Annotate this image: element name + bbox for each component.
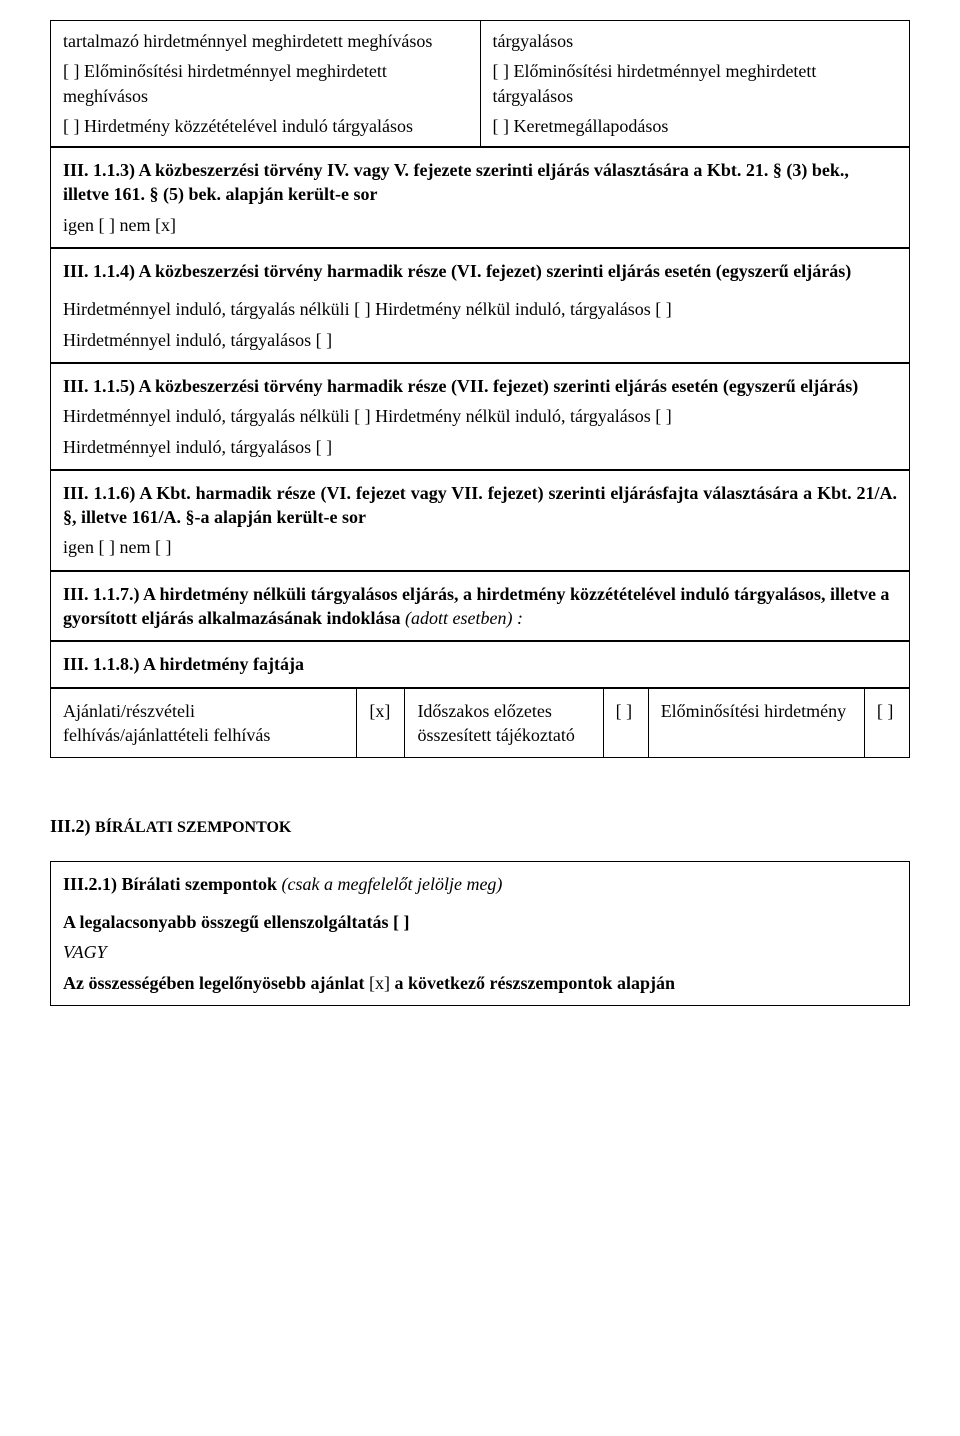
s114-line2: Hirdetménnyel induló, tárgyalásos [ ]: [63, 328, 897, 352]
top-two-col-table: tartalmazó hirdetménnyel meghirdetett me…: [50, 20, 910, 147]
s21-title-bold: III.2.1) Bírálati szempontok: [63, 874, 282, 894]
top-left-cell: tartalmazó hirdetménnyel meghirdetett me…: [51, 21, 481, 147]
s21-line2-mark: [x]: [369, 973, 390, 993]
s118-col2: Időszakos előzetes összesített tájékozta…: [405, 688, 603, 758]
s118-mark2: [ ]: [603, 688, 648, 758]
top-right-line2: [ ] Előminősítési hirdetménnyel meghirde…: [493, 59, 898, 108]
s21-title-italic: (csak a megfelelőt jelölje meg): [282, 874, 503, 894]
s21-line2-post: a következő részszempontok alapján: [390, 973, 675, 993]
section-113: III. 1.1.3) A közbeszerzési törvény IV. …: [50, 147, 910, 248]
s115-line1: Hirdetménnyel induló, tárgyalás nélküli …: [63, 404, 897, 428]
s116-answer: igen [ ] nem [ ]: [63, 535, 897, 559]
s118-title: III. 1.1.8.) A hirdetmény fajtája: [63, 654, 304, 674]
section-117: III. 1.1.7.) A hirdetmény nélküli tárgya…: [50, 571, 910, 642]
s118-mark3: [ ]: [864, 688, 909, 758]
top-left-line3: [ ] Hirdetmény közzétételével induló tár…: [63, 114, 468, 138]
s118-col3: Előminősítési hirdetmény: [648, 688, 864, 758]
section-115: III. 1.1.5) A közbeszerzési törvény harm…: [50, 363, 910, 470]
s2-heading: III.2) BÍRÁLATI SZEMPONTOK: [50, 814, 910, 839]
s114-line1: Hirdetménnyel induló, tárgyalás nélküli …: [63, 297, 897, 321]
s117-title-italic: (adott esetben) :: [405, 608, 523, 628]
top-left-line2: [ ] Előminősítési hirdetménnyel meghirde…: [63, 59, 468, 108]
s118-mark1: [x]: [357, 688, 405, 758]
s116-title: III. 1.1.6) A Kbt. harmadik része (VI. f…: [63, 481, 897, 530]
s115-title: III. 1.1.5) A közbeszerzési törvény harm…: [63, 374, 897, 398]
s114-title: III. 1.1.4) A közbeszerzési törvény harm…: [63, 259, 897, 283]
s118-col1: Ajánlati/részvételi felhívás/ajánlattéte…: [51, 688, 357, 758]
section-116: III. 1.1.6) A Kbt. harmadik része (VI. f…: [50, 470, 910, 571]
section-118-title: III. 1.1.8.) A hirdetmény fajtája: [50, 641, 910, 687]
s2-heading-main: BÍRÁLATI SZEMPONTOK: [95, 819, 291, 836]
s21-vagy: VAGY: [63, 940, 897, 964]
s21-title: III.2.1) Bírálati szempontok (csak a meg…: [63, 872, 897, 896]
s115-line2: Hirdetménnyel induló, tárgyalásos [ ]: [63, 435, 897, 459]
top-right-line3: [ ] Keretmegállapodásos: [493, 114, 898, 138]
section-118-table: Ajánlati/részvételi felhívás/ajánlattéte…: [50, 688, 910, 759]
s2-heading-prefix: III.2): [50, 816, 95, 836]
top-right-cell: tárgyalásos [ ] Előminősítési hirdetménn…: [480, 21, 910, 147]
top-right-line1: tárgyalásos: [493, 29, 898, 53]
section-21: III.2.1) Bírálati szempontok (csak a meg…: [50, 861, 910, 1006]
s117-title: III. 1.1.7.) A hirdetmény nélküli tárgya…: [63, 582, 897, 631]
top-left-line1: tartalmazó hirdetménnyel meghirdetett me…: [63, 29, 468, 53]
s21-line2-pre: Az összességében legelőnyösebb ajánlat: [63, 973, 369, 993]
section-114: III. 1.1.4) A közbeszerzési törvény harm…: [50, 248, 910, 363]
s113-title: III. 1.1.3) A közbeszerzési törvény IV. …: [63, 158, 897, 207]
s21-line2: Az összességében legelőnyösebb ajánlat […: [63, 971, 897, 995]
s113-answer: igen [ ] nem [x]: [63, 213, 897, 237]
s21-line1: A legalacsonyabb összegű ellenszolgáltat…: [63, 910, 897, 934]
